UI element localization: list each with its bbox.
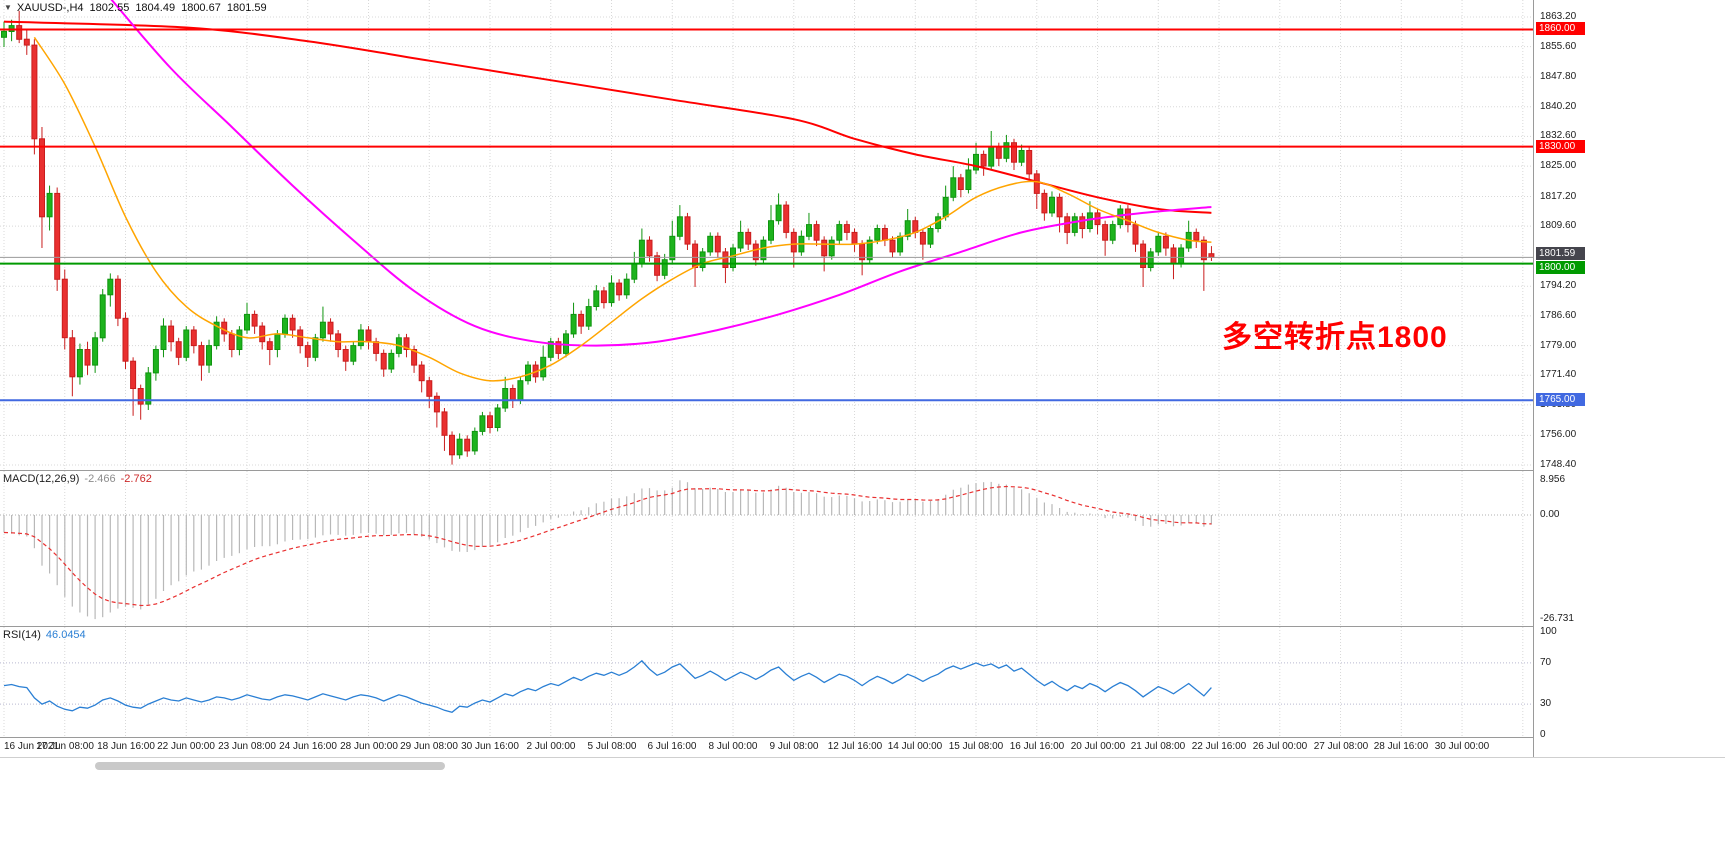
time-tick: 26 Jul 00:00	[1252, 741, 1308, 752]
rsi-indicator-label: RSI(14) 46.0454	[3, 629, 86, 641]
time-tick: 28 Jun 00:00	[340, 741, 398, 752]
ma-lines	[3, 0, 1212, 382]
macd-name: MACD(12,26,9)	[3, 473, 80, 485]
price-tick: 1855.60	[1540, 40, 1577, 52]
macd-histogram	[3, 480, 1213, 620]
price-level-badge: 1801.59	[1536, 247, 1585, 260]
ohlc-close: 1801.59	[226, 2, 267, 14]
macd-main-value: -2.466	[84, 473, 116, 485]
main-price-panel: ▼ XAUUSD-,H4 1802.55 1804.49 1800.67 1801.59 …	[0, 0, 1533, 470]
rsi-tick: 100	[1540, 626, 1557, 637]
ohlc-low: 1800.67	[181, 2, 221, 14]
price-tick: 1748.40	[1540, 458, 1577, 470]
symbol-period-label: XAUUSD-,H4	[16, 2, 84, 14]
ohlc-high: 1804.49	[135, 2, 176, 14]
rsi-canvas[interactable]	[0, 627, 1533, 737]
time-tick: 8 Jul 00:00	[708, 741, 758, 752]
macd-tick: 8.956	[1540, 474, 1566, 485]
ohlc-open: 1802.55	[89, 2, 130, 14]
price-tick: 1786.60	[1540, 309, 1577, 321]
time-tick: 16 Jul 16:00	[1009, 741, 1065, 752]
time-tick: 9 Jul 08:00	[769, 741, 819, 752]
macd-canvas[interactable]	[0, 471, 1533, 626]
price-level-badge: 1830.00	[1536, 140, 1585, 153]
rsi-panel: RSI(14) 46.0454	[0, 627, 1533, 737]
rsi-line	[3, 659, 1212, 714]
macd-panel: MACD(12,26,9) -2.466 -2.762	[0, 471, 1533, 626]
panel-separator	[0, 626, 1725, 627]
time-tick: 15 Jul 08:00	[948, 741, 1004, 752]
price-tick: 1756.00	[1540, 429, 1577, 441]
time-tick: 14 Jul 00:00	[887, 741, 943, 752]
price-tick: 1847.80	[1540, 71, 1577, 83]
time-tick: 22 Jul 16:00	[1191, 741, 1247, 752]
price-tick: 1809.60	[1540, 220, 1577, 232]
time-tick: 12 Jul 16:00	[827, 741, 883, 752]
time-tick: 23 Jun 08:00	[218, 741, 276, 752]
price-tick: 1832.60	[1540, 130, 1577, 142]
time-tick: 27 Jul 08:00	[1313, 741, 1369, 752]
time-tick: 28 Jul 16:00	[1373, 741, 1429, 752]
macd-tick: 0.00	[1540, 509, 1560, 520]
time-tick: 30 Jul 00:00	[1434, 741, 1490, 752]
time-tick: 16 Jun 2021	[4, 741, 60, 752]
time-tick: 2 Jul 00:00	[526, 741, 576, 752]
time-tick: 24 Jun 16:00	[279, 741, 337, 752]
macd-signal-line	[3, 485, 1212, 607]
symbol-dropdown-icon[interactable]: ▼	[4, 3, 12, 12]
rsi-value: 46.0454	[45, 629, 86, 641]
annotation-text: 多空转折点1800	[1222, 321, 1448, 354]
time-tick: 21 Jul 08:00	[1130, 741, 1186, 752]
price-tick: 1840.20	[1540, 100, 1577, 112]
time-tick: 29 Jun 08:00	[400, 741, 458, 752]
macd-indicator-label: MACD(12,26,9) -2.466 -2.762	[3, 473, 152, 485]
main-chart-canvas[interactable]	[0, 0, 1533, 470]
time-axis[interactable]: 16 Jun 2021 17 Jun 08:00 18 Jun 16:00 22 Ju…	[0, 737, 1533, 757]
price-tick: 1863.20	[1540, 11, 1577, 22]
rsi-tick: 0	[1540, 729, 1546, 740]
time-tick: 22 Jun 00:00	[157, 741, 215, 752]
price-tick: 1825.00	[1540, 160, 1577, 172]
price-level-badge: 1800.00	[1536, 261, 1585, 274]
rsi-name: RSI(14)	[3, 629, 41, 641]
rsi-tick: 70	[1540, 657, 1552, 668]
time-tick: 18 Jun 16:00	[97, 741, 155, 752]
time-tick: 17 Jun 08:00	[36, 741, 94, 752]
macd-tick: -26.731	[1540, 613, 1574, 624]
price-tick: 1817.20	[1540, 190, 1577, 202]
price-level-badge: 1765.00	[1536, 393, 1585, 406]
panel-separator	[0, 470, 1725, 471]
price-tick: 1794.20	[1540, 280, 1577, 292]
panel-separator	[0, 737, 1725, 738]
symbol-ohlc-bar: ▼ XAUUSD-,H4 1802.55 1804.49 1800.67 1801.59	[4, 2, 267, 14]
price-tick: 1771.40	[1540, 369, 1577, 381]
time-tick: 5 Jul 08:00	[587, 741, 637, 752]
time-axis-border	[0, 757, 1725, 758]
price-tick: 1779.00	[1540, 339, 1577, 351]
macd-signal-value: -2.762	[120, 473, 152, 485]
time-tick: 20 Jul 00:00	[1070, 741, 1126, 752]
price-level-badge: 1860.00	[1536, 22, 1585, 35]
bottom-margin	[0, 758, 1725, 842]
horizontal-scrollbar[interactable]	[95, 762, 445, 770]
candles	[1, 10, 1215, 465]
time-tick: 30 Jun 16:00	[461, 741, 519, 752]
time-tick: 6 Jul 16:00	[647, 741, 697, 752]
rsi-tick: 30	[1540, 698, 1552, 709]
price-axis[interactable]: 1863.20 1855.60 1847.80 1840.20 1832.60 1825.…	[1533, 0, 1725, 757]
